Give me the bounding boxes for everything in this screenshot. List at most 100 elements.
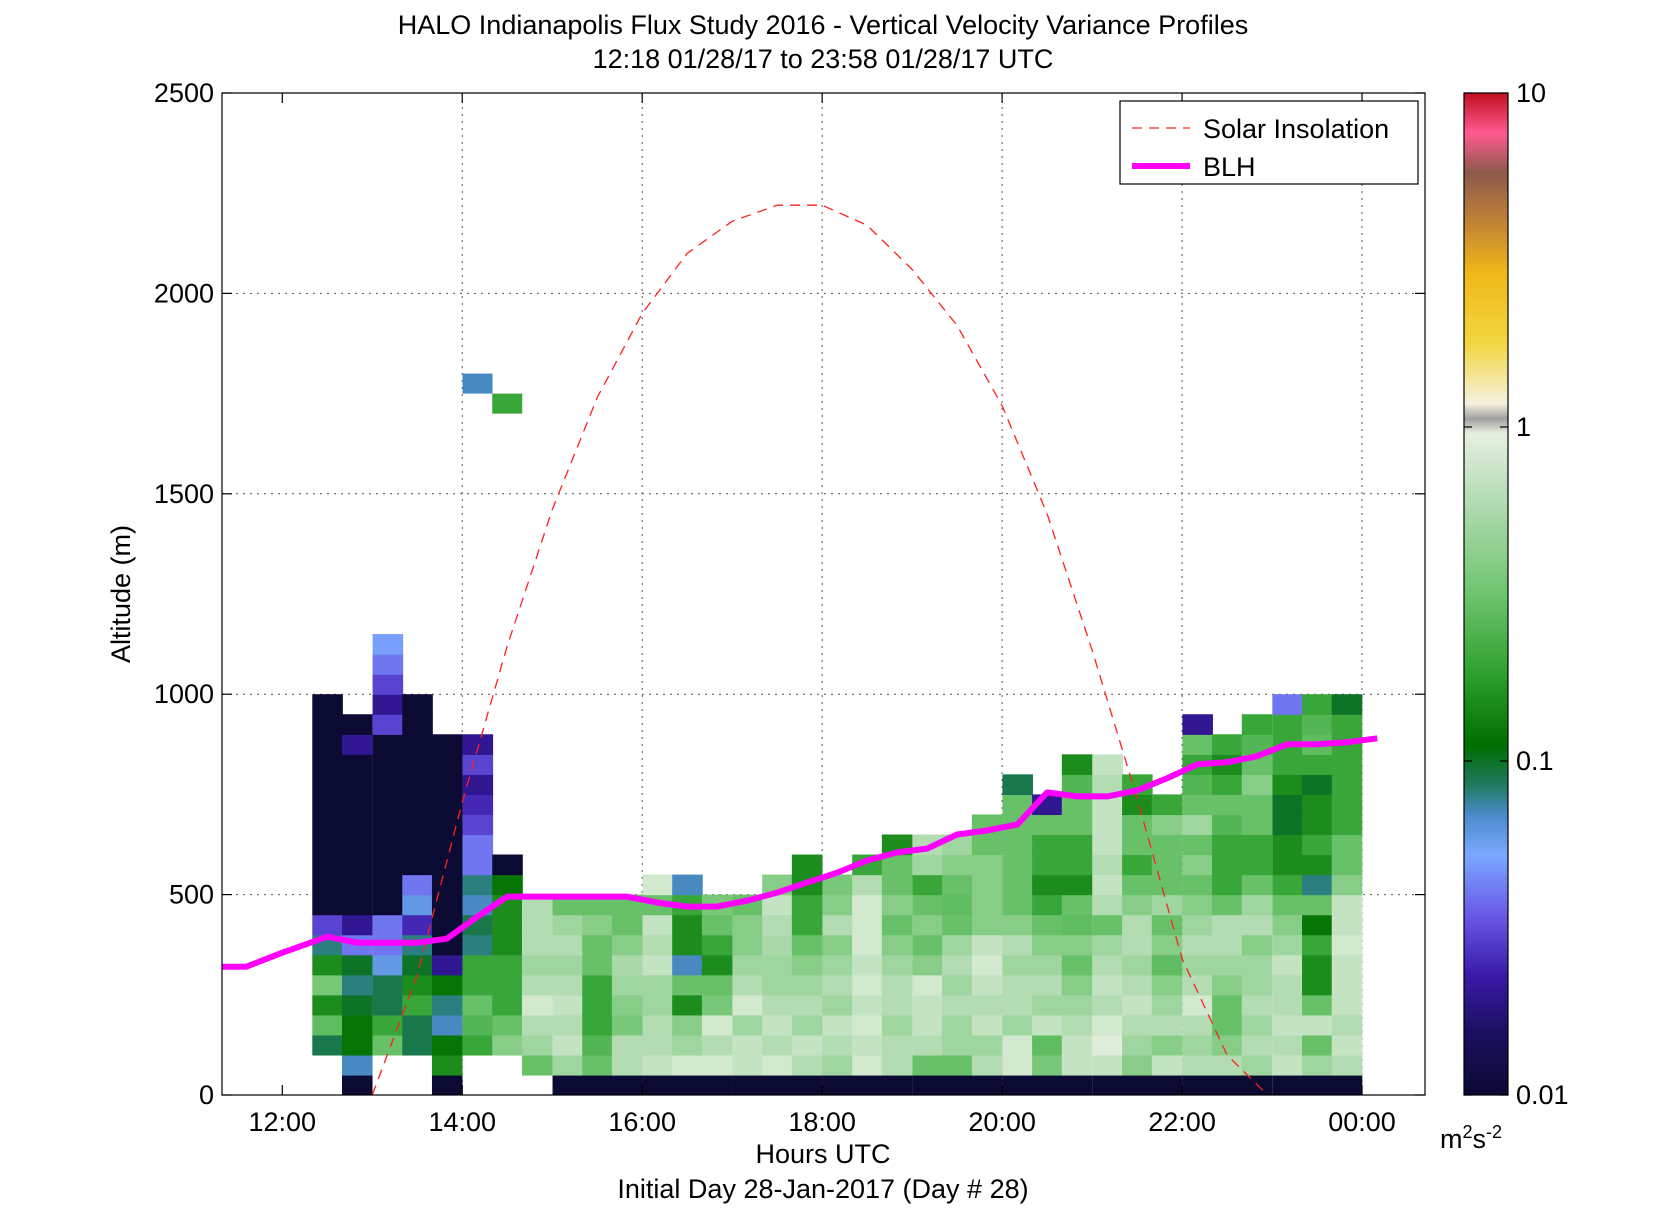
- heatmap-cell: [1032, 834, 1063, 856]
- heatmap-cell: [1061, 954, 1093, 976]
- solar-insolation-line: [371, 204, 1268, 1095]
- heatmap-cell: [1241, 794, 1273, 816]
- heatmap-cell: [642, 914, 674, 936]
- heatmap-cell: [1002, 934, 1033, 956]
- heatmap-cell: [1241, 814, 1273, 836]
- heatmap-cell: [912, 854, 944, 876]
- heatmap-cell: [881, 954, 913, 976]
- heatmap-cell: [402, 814, 433, 836]
- heatmap-cell: [1272, 834, 1303, 856]
- heatmap-cell: [732, 1034, 764, 1056]
- heatmap-cell: [732, 1054, 764, 1076]
- heatmap-cell: [1061, 1074, 1093, 1095]
- heatmap-cell: [492, 393, 523, 414]
- heatmap-cell: [462, 734, 494, 755]
- x-axis-ticks: 12:00 14:00 16:00 18:00 20:00 22:00 00:00: [248, 93, 1396, 1137]
- heatmap-cell: [1032, 914, 1063, 936]
- heatmap-cell: [372, 894, 404, 916]
- heatmap-cell: [1272, 854, 1303, 876]
- heatmap-cell: [492, 914, 523, 936]
- heatmap-cell: [431, 774, 463, 795]
- heatmap-cell: [312, 734, 343, 755]
- heatmap-cell: [1302, 874, 1333, 896]
- heatmap-cell: [552, 974, 584, 996]
- heatmap-cell: [462, 934, 494, 956]
- heatmap-cell: [1182, 954, 1213, 976]
- heatmap-cell: [1302, 914, 1333, 936]
- heatmap-cell: [1061, 994, 1093, 1016]
- heatmap-cell: [521, 1014, 553, 1036]
- heatmap-cell: [312, 794, 343, 816]
- heatmap-cell: [341, 734, 373, 755]
- heatmap-cell: [701, 994, 733, 1016]
- heatmap-cell: [402, 974, 433, 996]
- heatmap-cell: [1302, 1034, 1333, 1056]
- heatmap-cell: [372, 954, 404, 976]
- heatmap-cell: [492, 1034, 523, 1056]
- heatmap-cell: [372, 874, 404, 896]
- heatmap-cell: [971, 894, 1003, 916]
- heatmap-cell: [1212, 1054, 1243, 1076]
- heatmap-cell: [582, 914, 613, 936]
- heatmap-cell: [822, 994, 854, 1016]
- heatmap-cell: [1331, 994, 1363, 1016]
- heatmap-cell: [672, 934, 703, 956]
- heatmap-cell: [1182, 794, 1213, 816]
- heatmap-cell: [1182, 714, 1213, 735]
- heatmap-cell: [912, 1034, 944, 1056]
- heatmap-cell: [762, 954, 793, 976]
- heatmap-cell: [762, 1074, 793, 1095]
- heatmap-cell: [672, 914, 703, 936]
- heatmap-cell: [372, 674, 404, 695]
- colorbar: 0.01 0.1 1 10 m2s-2: [1440, 78, 1569, 1154]
- heatmap-cell: [372, 1014, 404, 1036]
- heatmap-cell: [1151, 874, 1183, 896]
- heatmap-cell: [1092, 954, 1123, 976]
- heatmap-cell: [1331, 954, 1363, 976]
- chart-title: HALO Indianapolis Flux Study 2016 - Vert…: [398, 10, 1248, 40]
- heatmap-cell: [341, 874, 373, 896]
- heatmap-cell: [341, 834, 373, 856]
- heatmap-cell: [1092, 834, 1123, 856]
- heatmap-cell: [402, 874, 433, 896]
- heatmap-cell: [492, 854, 523, 876]
- heatmap-cell: [1302, 834, 1333, 856]
- chart-subtitle: 12:18 01/28/17 to 23:58 01/28/17 UTC: [593, 44, 1054, 74]
- heatmap-cell: [701, 1054, 733, 1076]
- colorbar-tick-label: 1: [1516, 412, 1531, 442]
- heatmap-cell: [732, 954, 764, 976]
- heatmap-cell: [672, 1054, 703, 1076]
- heatmap-cell: [1331, 774, 1363, 795]
- heatmap-cell: [1061, 934, 1093, 956]
- heatmap-cell: [732, 934, 764, 956]
- heatmap-cell: [431, 1034, 463, 1056]
- heatmap-cell: [1122, 1054, 1153, 1076]
- heatmap-cell: [431, 1014, 463, 1036]
- heatmap-cell: [822, 954, 854, 976]
- heatmap-cell: [701, 1074, 733, 1095]
- heatmap-cell: [1122, 934, 1153, 956]
- heatmap-cell: [1182, 734, 1213, 755]
- heatmap-cell: [762, 894, 793, 916]
- heatmap-cell: [852, 1014, 883, 1036]
- blh-line: [222, 735, 1378, 970]
- heatmap-cell: [521, 974, 553, 996]
- heatmap-cell: [1002, 774, 1033, 795]
- heatmap-cell: [1032, 994, 1063, 1016]
- heatmap-cell: [1002, 1034, 1033, 1056]
- heatmap-cell: [1241, 954, 1273, 976]
- heatmap-cell: [942, 914, 973, 936]
- heatmap-cell: [762, 994, 793, 1016]
- heatmap-cell: [1002, 854, 1033, 876]
- heatmap-cell: [791, 1074, 823, 1095]
- heatmap-cell: [1092, 914, 1123, 936]
- heatmap-cell: [431, 974, 463, 996]
- heatmap-cell: [1032, 1014, 1063, 1036]
- heatmap-cell: [402, 714, 433, 735]
- heatmap-cell: [312, 954, 343, 976]
- heatmap-cell: [852, 1054, 883, 1076]
- heatmap-cell: [1272, 974, 1303, 996]
- heatmap-cell: [611, 954, 643, 976]
- heatmap-cell: [881, 1034, 913, 1056]
